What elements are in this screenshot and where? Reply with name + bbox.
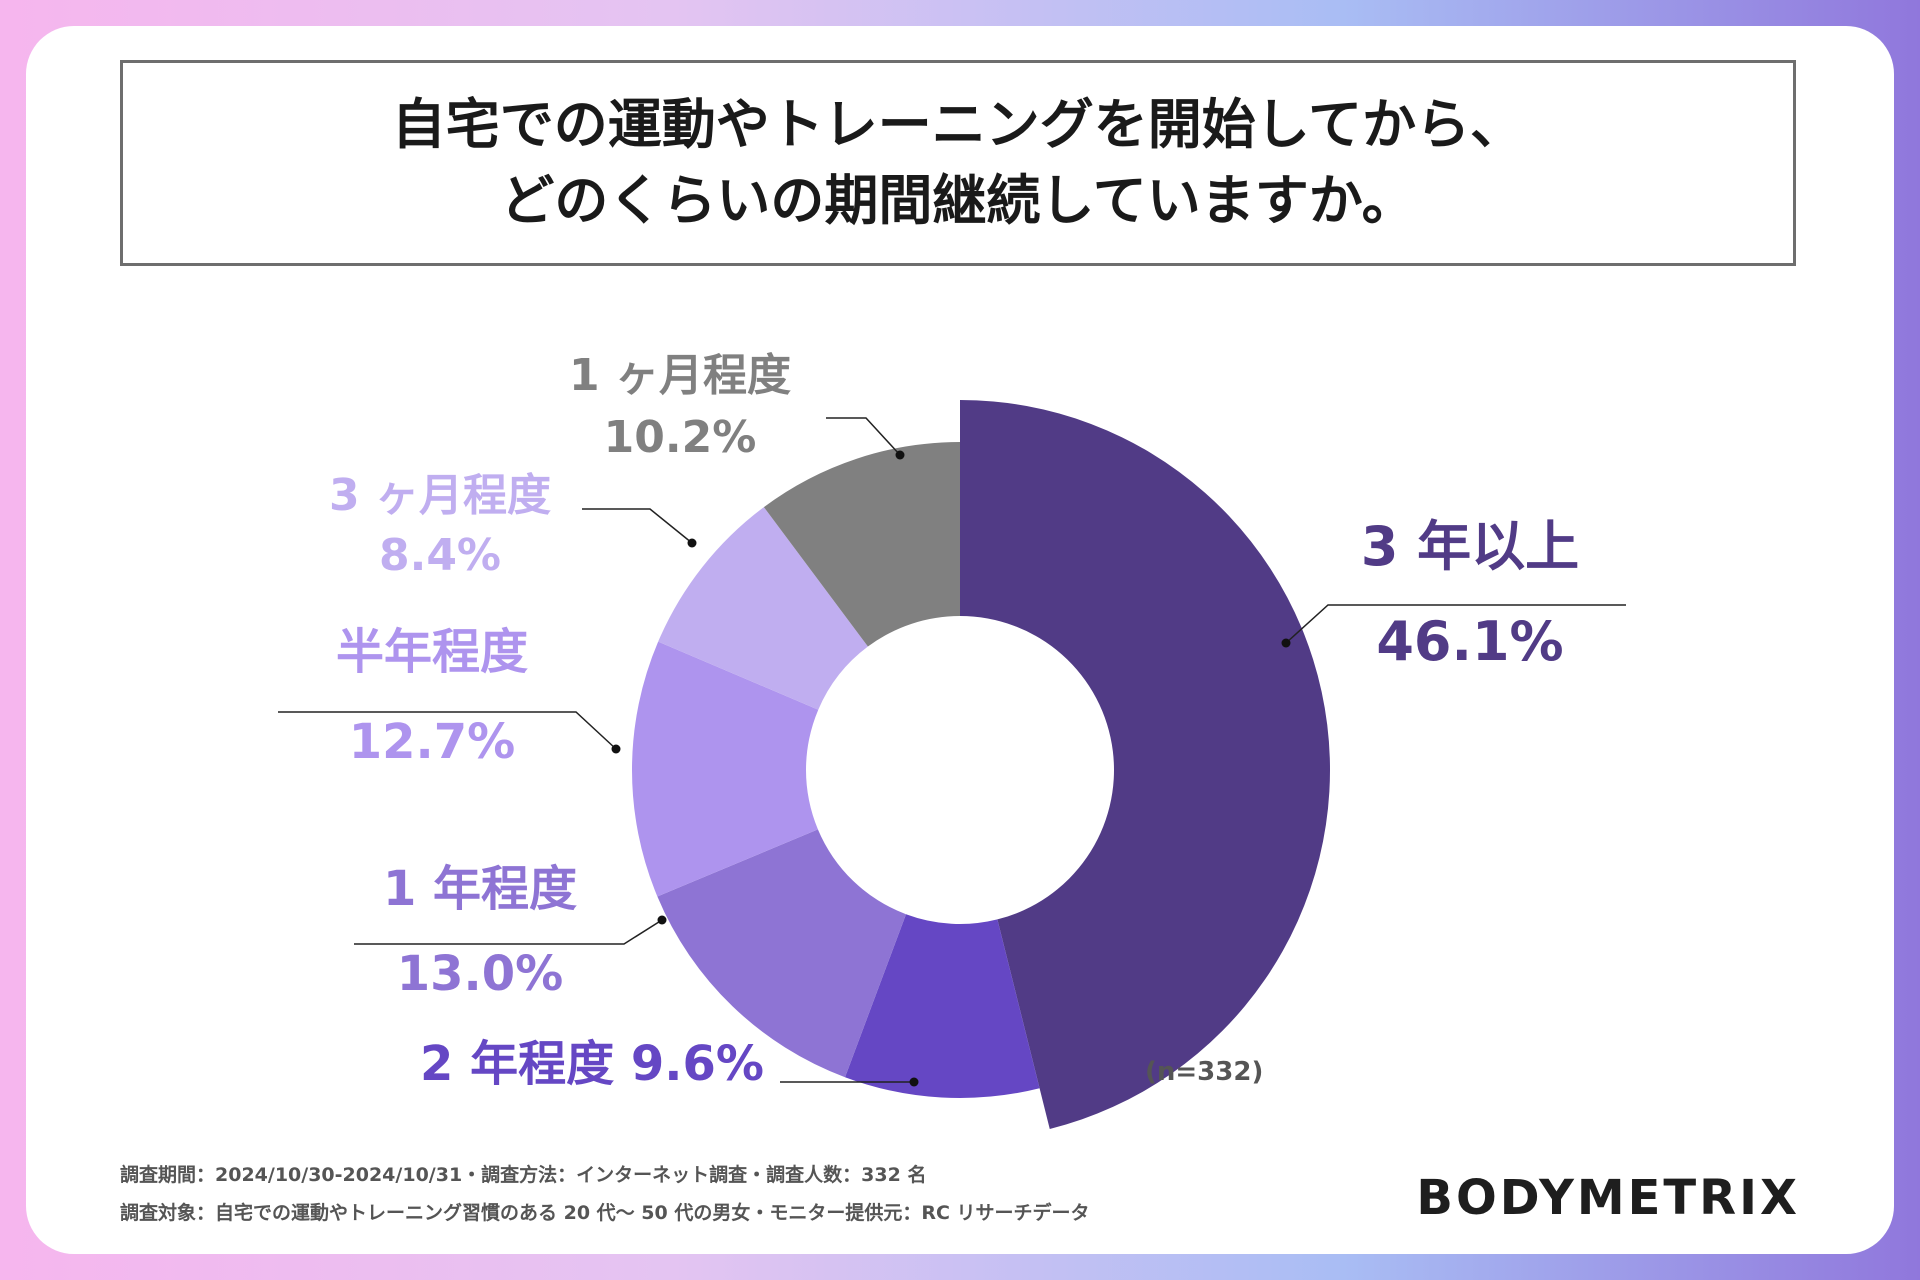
leader-dot-1 <box>909 1077 919 1087</box>
slice-value-3: 12.7% <box>349 714 516 770</box>
leader-dot-2 <box>657 915 667 925</box>
title-line-2: どのくらいの期間継続していますか。 <box>500 169 1416 232</box>
slice-category-0: 3 年以上 <box>1361 515 1579 578</box>
sample-size-note: (n=332) <box>1145 1057 1263 1087</box>
donut-slice-5 <box>763 442 960 647</box>
slice-value-0: 46.1% <box>1376 610 1563 673</box>
brand-logo: BODYMETRIX <box>1416 1170 1800 1226</box>
leader-dot-4 <box>687 538 697 548</box>
survey-target-line: 調査対象：自宅での運動やトレーニング習慣のある 20 代〜 50 代の男女・モニ… <box>120 1202 1090 1224</box>
leader-dot-0 <box>1281 638 1291 648</box>
survey-info-line: 調査期間：2024/10/30-2024/10/31・調査方法：インターネット調… <box>120 1164 927 1186</box>
leader-line-3 <box>278 711 617 750</box>
donut-slice-1 <box>845 914 1040 1098</box>
title-box: 自宅での運動やトレーニングを開始してから、 どのくらいの期間継続していますか。 <box>120 60 1796 266</box>
leader-line-4 <box>582 508 693 544</box>
donut-slice-3 <box>631 641 819 897</box>
slice-label-1: 2 年程度 9.6% <box>420 1036 764 1092</box>
slice-category-3: 半年程度 <box>336 624 528 680</box>
leader-line-0 <box>1285 604 1626 644</box>
leader-dot-3 <box>611 744 621 754</box>
slice-value-2: 13.0% <box>397 946 564 1002</box>
slice-value-5: 10.2% <box>604 412 757 463</box>
leader-line-2 <box>354 919 663 945</box>
donut-slice-2 <box>657 829 907 1078</box>
title-line-1: 自宅での運動やトレーニングを開始してから、 <box>391 93 1525 156</box>
slice-value-4: 8.4% <box>379 530 501 581</box>
donut-slice-0 <box>960 400 1331 1129</box>
slice-category-4: 3 ヶ月程度 <box>329 470 551 521</box>
leader-line-5 <box>826 417 901 456</box>
slice-category-2: 1 年程度 <box>383 861 577 917</box>
leader-dot-5 <box>895 450 905 460</box>
donut-slice-4 <box>658 507 868 710</box>
slice-category-5: 1 ヶ月程度 <box>569 350 791 401</box>
